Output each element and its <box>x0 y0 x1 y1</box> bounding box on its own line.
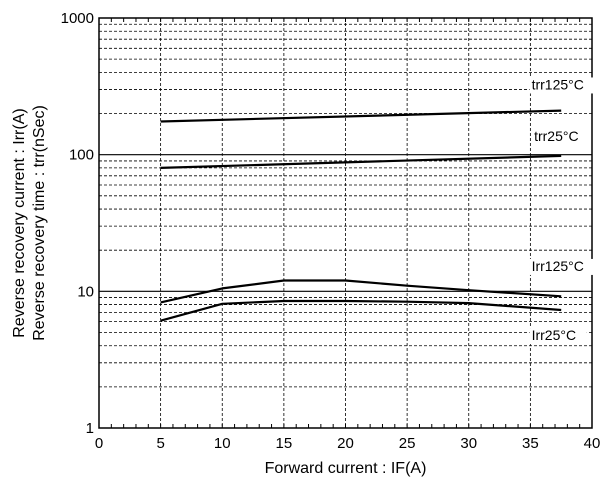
annotation-label: Irr125°C <box>532 258 584 274</box>
x-tick-label: 5 <box>156 435 164 452</box>
series-line-1 <box>160 109 562 123</box>
series-line-2 <box>160 154 562 169</box>
x-tick-label: 10 <box>214 435 231 452</box>
series-group <box>160 109 562 322</box>
y-tick-labels: 1 10 100 1000 <box>61 10 94 437</box>
annotation-label: trr125°C <box>532 76 584 92</box>
annotation-background <box>529 328 587 345</box>
series-line-3 <box>160 279 562 304</box>
annotation-label: trr25°C <box>534 128 579 144</box>
annotation-background <box>529 258 595 275</box>
x-tick-label: 15 <box>276 435 293 452</box>
y-tick-label: 10 <box>77 283 94 300</box>
x-tick-label: 30 <box>460 435 477 452</box>
series-line-4 <box>160 299 562 322</box>
x-tick-label: 40 <box>584 435 601 452</box>
y-tick-label: 1000 <box>61 10 94 27</box>
x-tick-labels: 0 5 10 15 20 25 30 35 40 <box>95 435 601 452</box>
annotation-background <box>529 77 595 94</box>
annotation-label: Irr25°C <box>532 327 577 343</box>
annotation-background <box>532 128 590 145</box>
plot-frame <box>98 17 593 429</box>
x-axis-title: Forward current : IF(A) <box>265 460 427 477</box>
x-tick-label: 35 <box>522 435 539 452</box>
x-tick-label: 25 <box>399 435 416 452</box>
y-axis-title-line-1: Reverse recovery current : Irr(A) <box>11 108 28 337</box>
x-tick-label: 0 <box>95 435 103 452</box>
y-axis-title-line-2: Reverse recovery time : trr(nSec) <box>31 105 48 341</box>
annotations: trr125°C trr25°C Irr125°C Irr25°C <box>529 76 595 345</box>
grid <box>99 18 592 428</box>
x-tick-label: 20 <box>337 435 354 452</box>
y-tick-label: 1 <box>86 420 94 437</box>
y-tick-label: 100 <box>69 147 94 164</box>
